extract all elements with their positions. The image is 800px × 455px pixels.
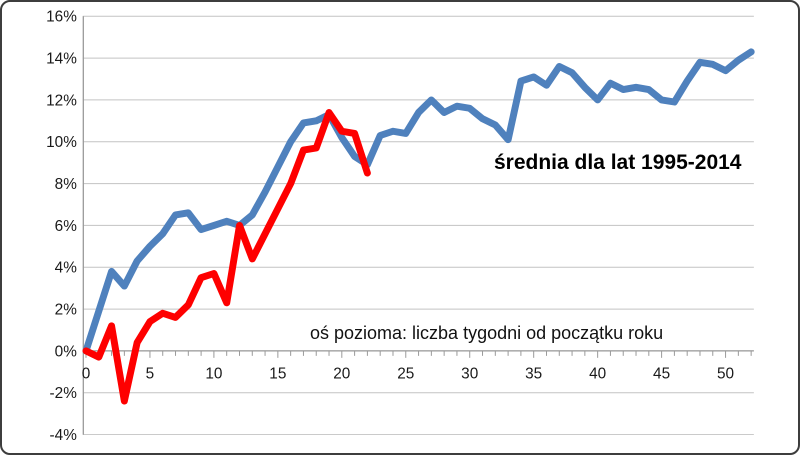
x-tick-label: 25 bbox=[397, 366, 414, 383]
series-red-line bbox=[82, 109, 371, 405]
y-tick-label: 16% bbox=[46, 9, 77, 26]
y-tick-label: -2% bbox=[50, 385, 78, 402]
x-tick-label: 50 bbox=[717, 366, 734, 383]
x-tick-label: 40 bbox=[589, 366, 606, 383]
annotation-x-axis-note: oś pozioma: liczba tygodni od początku r… bbox=[310, 323, 664, 343]
y-tick-label: 0% bbox=[55, 343, 78, 360]
x-tick-label: 35 bbox=[525, 366, 542, 383]
y-tick-label: -4% bbox=[50, 427, 78, 444]
y-tick-label: 12% bbox=[46, 92, 77, 109]
x-tick-label: 10 bbox=[205, 366, 222, 383]
y-tick-label: 14% bbox=[46, 51, 77, 68]
x-tick-label: 45 bbox=[653, 366, 670, 383]
annotation-series-average: średnia dla lat 1995-2014 bbox=[494, 151, 742, 174]
y-tick-label: 4% bbox=[55, 260, 78, 277]
y-tick-label: 2% bbox=[55, 302, 78, 319]
y-tick-label: 10% bbox=[46, 134, 77, 151]
x-tick-label: 20 bbox=[333, 366, 350, 383]
x-tick-label: 0 bbox=[82, 366, 91, 383]
y-tick-label: 6% bbox=[55, 218, 78, 235]
x-tick-label: 15 bbox=[269, 366, 286, 383]
x-tick-label: 30 bbox=[461, 366, 478, 383]
y-tick-label: 8% bbox=[55, 176, 78, 193]
x-tick-label: 5 bbox=[146, 366, 155, 383]
series-blue-line bbox=[82, 48, 755, 355]
